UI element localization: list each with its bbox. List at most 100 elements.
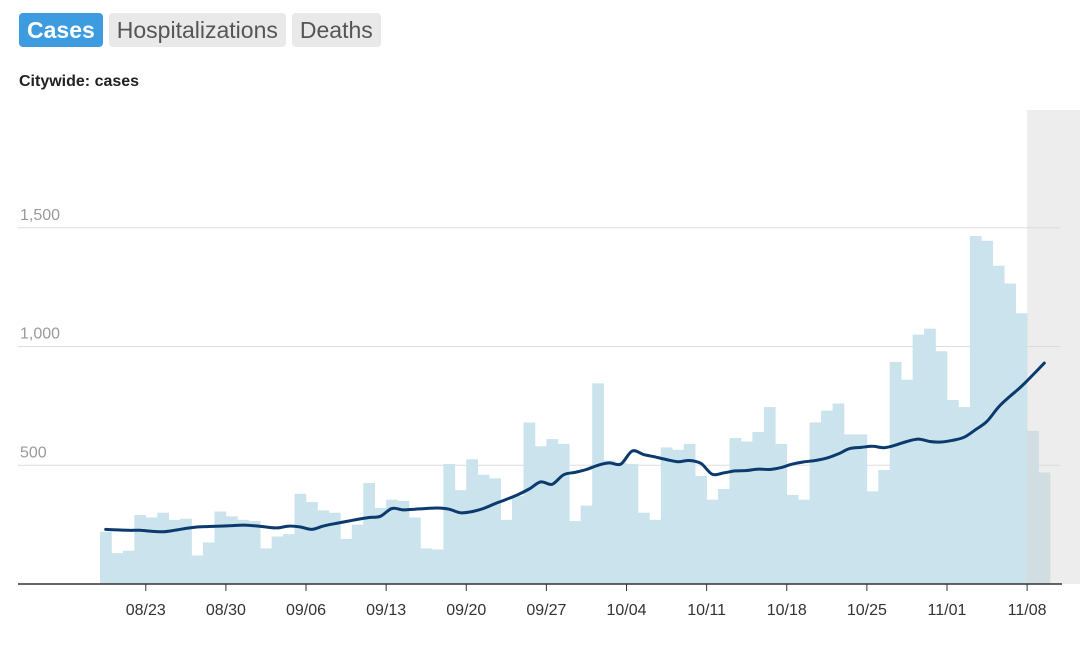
x-tick-label: 11/01 (928, 602, 967, 619)
bar (1027, 430, 1039, 584)
bar (672, 449, 685, 584)
bar (603, 460, 616, 584)
bar (145, 517, 158, 584)
cases-chart: 500 1,000 1,500 08/23 08/30 09/06 09/13 09/20 09… (18, 110, 1080, 619)
bar (706, 499, 719, 584)
bar (946, 399, 959, 584)
bar (203, 542, 215, 584)
bar (248, 521, 261, 584)
bar (111, 553, 124, 584)
bar (992, 265, 1005, 584)
bar (889, 361, 902, 584)
x-tick-label: 09/13 (366, 602, 406, 619)
bar (1038, 472, 1051, 584)
bar (294, 493, 307, 584)
bar (317, 510, 330, 584)
x-tick-label: 09/06 (286, 602, 326, 619)
bar (180, 518, 192, 584)
bar (592, 383, 604, 584)
y-tick-label: 1,000 (20, 326, 60, 343)
y-tick-label: 500 (20, 444, 47, 461)
bar (386, 499, 398, 584)
bar (924, 328, 936, 584)
bar (775, 443, 788, 584)
bar (534, 446, 547, 584)
bar (752, 432, 765, 584)
bar (901, 379, 913, 584)
bar (134, 515, 147, 584)
bar (580, 505, 593, 584)
bar (443, 464, 456, 584)
bar (683, 443, 696, 584)
bar (283, 534, 295, 584)
bar (729, 437, 742, 584)
bar (569, 521, 582, 584)
bar (397, 500, 410, 584)
bar (157, 512, 169, 584)
bar (695, 475, 707, 584)
bar (763, 407, 776, 584)
x-tick-label: 10/04 (606, 602, 646, 619)
bar (500, 519, 513, 584)
bar (340, 538, 353, 584)
bar (935, 351, 948, 584)
x-tick-label: 08/23 (126, 602, 166, 619)
y-tick-label: 1,500 (20, 207, 60, 224)
bar (660, 447, 673, 584)
bar (843, 434, 856, 584)
bar (363, 483, 375, 584)
bar (718, 489, 730, 584)
bar (615, 462, 627, 584)
bar (214, 511, 227, 584)
bar (878, 470, 891, 584)
bar (168, 519, 181, 584)
x-tick-label: 09/20 (446, 602, 486, 619)
bar (351, 524, 364, 584)
bar (100, 531, 112, 584)
bar (225, 516, 238, 584)
bar (409, 517, 421, 584)
tab-cases[interactable]: Cases (19, 13, 103, 47)
seven-day-average-line (104, 361, 1046, 534)
bar (271, 536, 284, 584)
bar (374, 508, 387, 584)
tab-hospitalizations[interactable]: Hospitalizations (108, 13, 286, 47)
bar (626, 464, 639, 584)
bar (557, 443, 570, 584)
bar (306, 502, 318, 584)
bar (512, 496, 524, 584)
bar (191, 555, 204, 584)
bar (523, 422, 536, 584)
bar (855, 434, 868, 584)
bar (809, 422, 822, 584)
tab-deaths[interactable]: Deaths (291, 13, 381, 47)
bar (328, 512, 341, 584)
shaded-region (1027, 110, 1080, 584)
bar (958, 407, 971, 584)
bar (969, 236, 982, 584)
bar (546, 439, 559, 584)
bar (637, 512, 650, 584)
bar (237, 519, 250, 584)
tab-bar: Cases Hospitalizations Deaths (19, 13, 381, 47)
bar (431, 549, 444, 584)
bar (477, 474, 490, 584)
bar (981, 240, 994, 584)
bar (740, 441, 753, 584)
x-tick-label: 10/11 (687, 602, 726, 619)
bar (786, 494, 799, 584)
bar (1015, 313, 1028, 584)
bar (466, 459, 479, 584)
bar (420, 548, 433, 584)
bar (260, 548, 272, 584)
x-tick-label: 09/27 (526, 602, 566, 619)
bar (798, 499, 810, 584)
bar (1004, 283, 1016, 584)
bar (832, 403, 845, 584)
bar (649, 519, 662, 584)
bar (821, 410, 833, 584)
bar (489, 478, 501, 584)
x-tick-label: 10/18 (767, 602, 807, 619)
bar (912, 334, 925, 584)
bar (122, 550, 135, 584)
